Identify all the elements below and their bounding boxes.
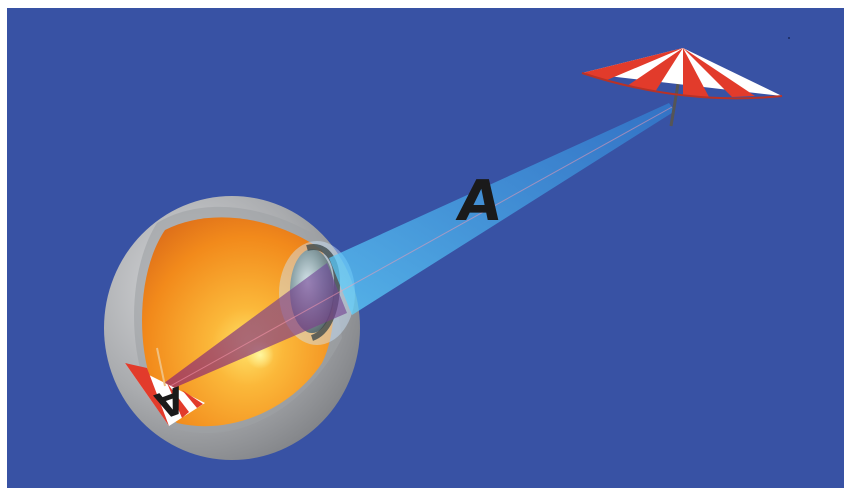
intermediate-image-label: A xyxy=(453,169,506,234)
eye-optics-illustration: A A xyxy=(104,37,790,460)
umbrella-stripe xyxy=(683,48,709,97)
iris-edge xyxy=(306,244,341,341)
umbrella-stripe xyxy=(582,48,683,80)
retinal-pole xyxy=(156,347,166,387)
diagram-canvas: A A xyxy=(7,8,844,488)
object-umbrella xyxy=(581,48,783,127)
outer-ray-beam xyxy=(329,103,675,315)
retinal-stripe xyxy=(125,363,169,426)
principal-ray xyxy=(164,106,673,390)
retinal-stripe xyxy=(182,390,203,408)
background-speck xyxy=(788,37,790,39)
umbrella-stripe xyxy=(683,48,755,97)
retinal-image-umbrella xyxy=(125,347,205,426)
light-rays xyxy=(160,103,675,391)
retinal-stripe xyxy=(167,383,189,418)
inner-ray-beam xyxy=(160,263,347,391)
umbrella-pole xyxy=(669,77,681,127)
umbrella-stripe xyxy=(627,48,683,92)
umbrella-rim xyxy=(581,72,783,100)
